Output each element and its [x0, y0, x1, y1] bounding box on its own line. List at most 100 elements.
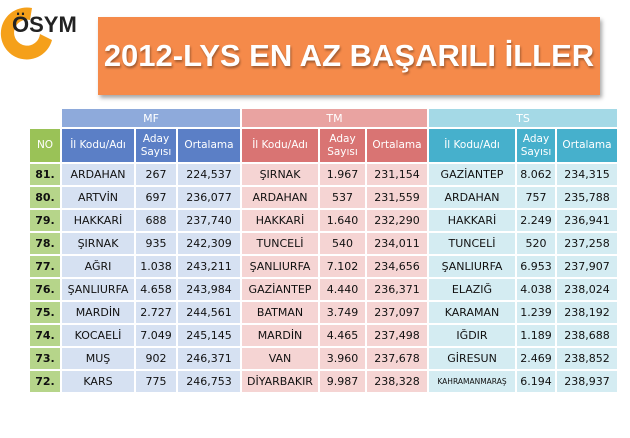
- ts-aday-cell: 6.194: [517, 371, 555, 392]
- mf-aday-cell: 1.038: [136, 256, 176, 277]
- mf-ortalama-cell: 244,561: [178, 302, 240, 323]
- group-header-tm: TM: [242, 109, 427, 127]
- tm-ortalama-cell: 236,371: [367, 279, 427, 300]
- rank-cell: 75.: [30, 302, 60, 323]
- tm-il-cell: HAKKARİ: [242, 210, 318, 231]
- ts-il-cell: HAKKARİ: [429, 210, 515, 231]
- mf-aday-cell: 775: [136, 371, 176, 392]
- table-row: 72. KARS 775 246,753 DİYARBAKIR 9.987 238,328 K…: [30, 371, 617, 392]
- mf-ortalama-cell: 243,984: [178, 279, 240, 300]
- ts-ortalama-cell: 237,258: [557, 233, 617, 254]
- ts-aday-cell: 520: [517, 233, 555, 254]
- tm-il-cell: BATMAN: [242, 302, 318, 323]
- mf-il-cell: ŞANLIURFA: [62, 279, 134, 300]
- mf-il-cell: HAKKARİ: [62, 210, 134, 231]
- mf-ortalama-cell: 224,537: [178, 164, 240, 185]
- tm-ortalama-cell: 237,097: [367, 302, 427, 323]
- rank-cell: 76.: [30, 279, 60, 300]
- mf-ortalama-cell: 246,371: [178, 348, 240, 369]
- col-header-no: NO: [30, 129, 60, 162]
- mf-il-cell: ŞIRNAK: [62, 233, 134, 254]
- ts-ortalama-cell: 237,907: [557, 256, 617, 277]
- mf-ortalama-cell: 245,145: [178, 325, 240, 346]
- tm-aday-cell: 9.987: [320, 371, 365, 392]
- tm-aday-cell: 4.465: [320, 325, 365, 346]
- ts-aday-cell: 757: [517, 187, 555, 208]
- col-header-aday-tm: Aday Sayısı: [320, 129, 365, 162]
- ts-aday-cell: 2.469: [517, 348, 555, 369]
- tm-il-cell: VAN: [242, 348, 318, 369]
- rank-cell: 74.: [30, 325, 60, 346]
- tm-il-cell: GAZİANTEP: [242, 279, 318, 300]
- ts-ortalama-cell: 235,788: [557, 187, 617, 208]
- col-header-il-ts: İl Kodu/Adı: [429, 129, 515, 162]
- tm-ortalama-cell: 237,498: [367, 325, 427, 346]
- table-row: 81. ARDAHAN 267 224,537 ŞIRNAK 1.967 231,154 GA…: [30, 164, 617, 185]
- tm-il-cell: TUNCELİ: [242, 233, 318, 254]
- table-row: 79. HAKKARİ 688 237,740 HAKKARİ 1.640 232,290 H…: [30, 210, 617, 231]
- mf-aday-cell: 7.049: [136, 325, 176, 346]
- col-header-aday-mf: Aday Sayısı: [136, 129, 176, 162]
- rank-cell: 79.: [30, 210, 60, 231]
- table-row: 74. KOCAELİ 7.049 245,145 MARDİN 4.465 237,498…: [30, 325, 617, 346]
- ts-il-cell: ARDAHAN: [429, 187, 515, 208]
- mf-ortalama-cell: 236,077: [178, 187, 240, 208]
- tm-aday-cell: 1.967: [320, 164, 365, 185]
- ts-ortalama-cell: 238,852: [557, 348, 617, 369]
- tm-il-cell: DİYARBAKIR: [242, 371, 318, 392]
- osym-logo: ÖSYM: [0, 0, 80, 60]
- tm-il-cell: ŞANLIURFA: [242, 256, 318, 277]
- tm-il-cell: MARDİN: [242, 325, 318, 346]
- tm-aday-cell: 537: [320, 187, 365, 208]
- mf-il-cell: AĞRI: [62, 256, 134, 277]
- table-row: 73. MUŞ 902 246,371 VAN 3.960 237,678 GİRESUN 2.…: [30, 348, 617, 369]
- mf-aday-cell: 688: [136, 210, 176, 231]
- rank-cell: 77.: [30, 256, 60, 277]
- ts-ortalama-cell: 238,688: [557, 325, 617, 346]
- results-table: MF TM TS NO İl Kodu/Adı Aday Sayısı Ortal…: [28, 107, 619, 394]
- ts-aday-cell: 1.239: [517, 302, 555, 323]
- tm-ortalama-cell: 237,678: [367, 348, 427, 369]
- rank-cell: 81.: [30, 164, 60, 185]
- ts-ortalama-cell: 238,192: [557, 302, 617, 323]
- mf-aday-cell: 267: [136, 164, 176, 185]
- table-row: 77. AĞRI 1.038 243,211 ŞANLIURFA 7.102 234,656…: [30, 256, 617, 277]
- tm-aday-cell: 4.440: [320, 279, 365, 300]
- col-header-ortalama-ts: Ortalama: [557, 129, 617, 162]
- page-title: 2012-LYS EN AZ BAŞARILI İLLER: [103, 38, 595, 73]
- table-row: 76. ŞANLIURFA 4.658 243,984 GAZİANTEP 4.440 23…: [30, 279, 617, 300]
- table-row: 78. ŞIRNAK 935 242,309 TUNCELİ 540 234,011 TUNC…: [30, 233, 617, 254]
- ts-aday-cell: 8.062: [517, 164, 555, 185]
- tm-ortalama-cell: 231,154: [367, 164, 427, 185]
- tm-aday-cell: 3.749: [320, 302, 365, 323]
- tm-aday-cell: 7.102: [320, 256, 365, 277]
- mf-aday-cell: 2.727: [136, 302, 176, 323]
- col-header-il-mf: İl Kodu/Adı: [62, 129, 134, 162]
- tm-ortalama-cell: 238,328: [367, 371, 427, 392]
- ts-ortalama-cell: 234,315: [557, 164, 617, 185]
- ts-il-cell: GİRESUN: [429, 348, 515, 369]
- table-row: 75. MARDİN 2.727 244,561 BATMAN 3.749 237,097 K…: [30, 302, 617, 323]
- group-header-mf: MF: [62, 109, 240, 127]
- mf-aday-cell: 902: [136, 348, 176, 369]
- tm-aday-cell: 3.960: [320, 348, 365, 369]
- mf-il-cell: ARDAHAN: [62, 164, 134, 185]
- tm-ortalama-cell: 234,011: [367, 233, 427, 254]
- rank-cell: 78.: [30, 233, 60, 254]
- ts-aday-cell: 6.953: [517, 256, 555, 277]
- mf-ortalama-cell: 243,211: [178, 256, 240, 277]
- ts-aday-cell: 4.038: [517, 279, 555, 300]
- ts-il-cell: ŞANLIURFA: [429, 256, 515, 277]
- ts-aday-cell: 2.249: [517, 210, 555, 231]
- blank-corner: [30, 109, 60, 127]
- mf-ortalama-cell: 237,740: [178, 210, 240, 231]
- group-header-ts: TS: [429, 109, 617, 127]
- mf-il-cell: KARS: [62, 371, 134, 392]
- tm-ortalama-cell: 232,290: [367, 210, 427, 231]
- ts-aday-cell: 1.189: [517, 325, 555, 346]
- rank-cell: 80.: [30, 187, 60, 208]
- tm-ortalama-cell: 231,559: [367, 187, 427, 208]
- tm-il-cell: ŞIRNAK: [242, 164, 318, 185]
- mf-ortalama-cell: 242,309: [178, 233, 240, 254]
- col-header-il-tm: İl Kodu/Adı: [242, 129, 318, 162]
